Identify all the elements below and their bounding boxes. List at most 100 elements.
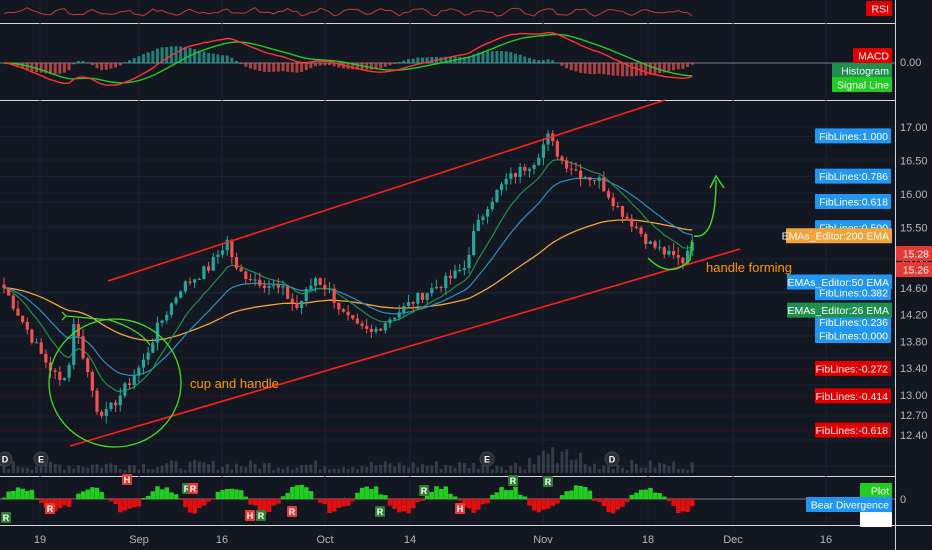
macd-histogram-bar [481, 51, 485, 64]
candle-body [146, 352, 150, 360]
candle-body [337, 302, 341, 310]
volume-bar [49, 461, 52, 473]
volume-bar [142, 463, 145, 473]
candle-body [616, 206, 620, 208]
candle-body [406, 302, 411, 306]
legend-histogram-label: Histogram [841, 66, 889, 78]
osc-bar [262, 499, 267, 515]
legend-plot-box [860, 483, 892, 498]
fib-tag: FibLines:-0.414 [815, 388, 891, 404]
volume-bar [81, 466, 85, 473]
candle-body [676, 255, 680, 258]
candle-body [490, 201, 494, 210]
candle-body [518, 167, 522, 177]
signal-marker-label: R [190, 484, 197, 494]
osc-bar [159, 489, 165, 500]
osc-bar [187, 499, 193, 513]
osc-bar [578, 485, 583, 500]
candle-body [644, 233, 648, 244]
candle-body [276, 285, 280, 288]
candle-body [383, 323, 387, 331]
candle-body [458, 270, 462, 272]
macd-histogram-bar [625, 63, 629, 77]
candle-body [72, 324, 76, 365]
volume-bar [583, 464, 587, 473]
macd-histogram-bar [620, 63, 624, 77]
macd-histogram-bar [676, 63, 680, 70]
candle-body [569, 168, 573, 170]
volume-bar [467, 467, 471, 473]
signal-marker-label: H [457, 504, 464, 514]
osc-bar [564, 491, 569, 500]
macd-histogram-bar [509, 52, 513, 64]
macd-histogram-bar [244, 63, 248, 67]
macd-histogram-bar [416, 57, 420, 64]
event-marker-circle [33, 451, 49, 467]
osc-bar [666, 499, 672, 502]
osc-bar [294, 485, 300, 500]
macd-histogram-bar [267, 63, 271, 72]
macd-histogram-bar [118, 63, 122, 66]
osc-bar [252, 499, 258, 506]
osc-bar [676, 499, 681, 514]
macd-histogram-bar [495, 50, 499, 64]
legend-plot: Plot [860, 483, 892, 498]
osc-bar [392, 499, 397, 509]
candle-body [509, 173, 513, 179]
fib-tag-label: FibLines:0.236 [819, 317, 888, 329]
macd-histogram-bar [648, 63, 652, 75]
candle-body [53, 370, 57, 372]
macd-histogram-bar [253, 63, 257, 70]
candle-body [62, 377, 67, 380]
osc-bar [85, 489, 90, 500]
macd-histogram-bar [430, 56, 434, 64]
candle-body [667, 251, 671, 255]
osc-bar [225, 489, 230, 500]
volume-bar [500, 467, 504, 473]
candle-body [295, 302, 299, 308]
fib-tag-box [815, 360, 891, 376]
osc-bar [657, 493, 662, 500]
osc-bar [499, 487, 504, 500]
candle-body [430, 288, 434, 294]
volume-bar [523, 469, 527, 473]
osc-bar [359, 487, 365, 500]
x-tick-label: Sep [129, 534, 149, 546]
candle-body [300, 301, 304, 308]
volume-bar [616, 464, 620, 473]
candle-body [141, 359, 146, 368]
price-tick: 15.50 [900, 223, 928, 235]
signal-marker-label: R [47, 504, 54, 514]
volume-bar [58, 464, 62, 473]
fib-tag-box [815, 168, 891, 184]
macd-histogram-bar [616, 63, 620, 76]
signal-line [3, 33, 693, 84]
osc-bar [52, 499, 58, 512]
candle-body [513, 173, 518, 177]
macd-histogram-bar [611, 63, 615, 76]
osc-bar [401, 499, 407, 512]
volume-bar [639, 467, 643, 473]
signal-marker-label: R [258, 511, 265, 521]
volume-bar [151, 469, 155, 473]
osc-bar [606, 499, 611, 513]
candle-body [90, 372, 94, 391]
fib-tag-label: FibLines:0.382 [819, 288, 888, 300]
osc-bar [201, 499, 207, 506]
legend-rsi-box [866, 1, 892, 16]
macd-histogram-bar [337, 63, 341, 68]
legend-bear-divergence-box [806, 497, 892, 512]
macd-histogram-bar [323, 63, 327, 66]
legend-rsi: RSI [866, 1, 892, 16]
osc-bar [118, 499, 123, 513]
volume-bar [341, 466, 345, 473]
osc-bar [415, 499, 421, 502]
macd-histogram-bar [44, 63, 48, 74]
price-tick: 14.20 [900, 310, 928, 322]
volume-bar [258, 468, 262, 473]
volume-bar [462, 463, 466, 473]
legend-macd-box [853, 48, 892, 63]
price-tick: 16.50 [900, 156, 928, 168]
candle-body [546, 133, 550, 145]
